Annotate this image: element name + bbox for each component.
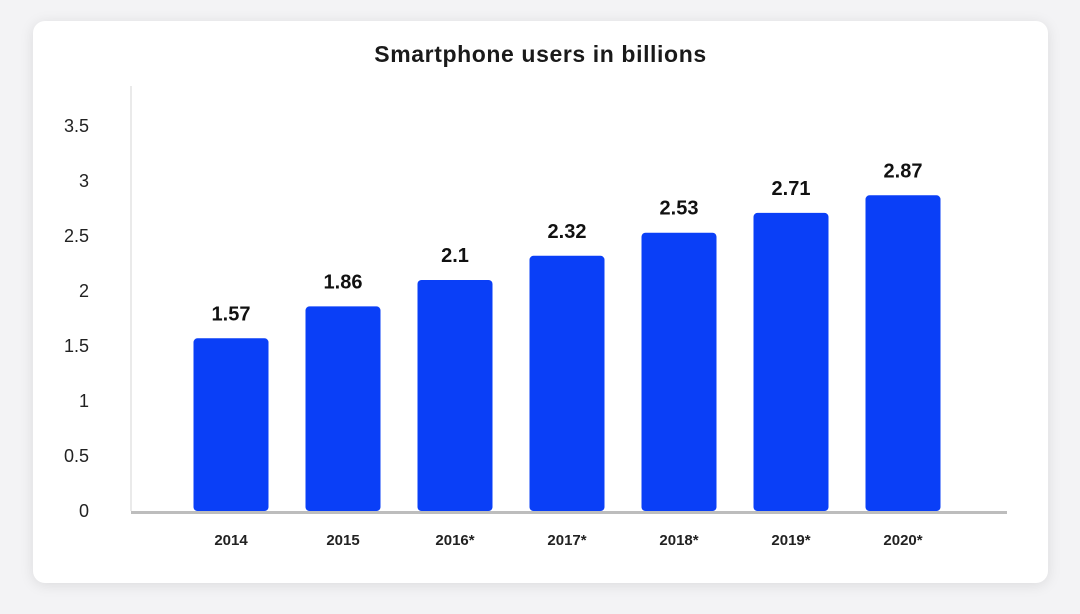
x-tick-label: 2019* (771, 532, 810, 549)
data-label: 2.53 (660, 198, 699, 220)
bar (865, 195, 941, 512)
y-tick-label: 0.5 (64, 446, 89, 466)
x-tick-label: 2015 (326, 532, 359, 549)
bar (529, 255, 605, 511)
chart-title: Smartphone users in billions (374, 41, 707, 67)
x-tick-label: 2016* (435, 532, 474, 549)
x-tick-label: 2017* (547, 532, 586, 549)
data-label: 2.71 (772, 178, 811, 200)
x-tick-label: 2014 (214, 532, 248, 549)
data-label: 2.87 (884, 160, 923, 182)
y-tick-label: 1 (79, 391, 89, 411)
y-tick-label: 1.5 (64, 336, 89, 356)
y-tick-label: 0 (79, 501, 89, 521)
bar (193, 338, 269, 511)
bar (753, 212, 829, 511)
data-label: 2.32 (548, 221, 587, 243)
bar (417, 280, 493, 511)
data-label: 1.57 (212, 303, 251, 325)
y-tick-label: 2.5 (64, 226, 89, 246)
y-tick-label: 2 (79, 281, 89, 301)
x-tick-label: 2020* (883, 532, 922, 549)
x-tick-label: 2018* (659, 532, 698, 549)
x-axis-line (131, 511, 1007, 514)
bar (305, 306, 381, 511)
data-label: 2.1 (441, 245, 469, 267)
chart-card: Smartphone users in billions 0 0.5 1 1.5 2 2.… (33, 21, 1048, 583)
data-label: 1.86 (324, 271, 363, 293)
y-tick-label: 3 (79, 171, 89, 191)
bar-chart: 00.511.522.533.51.5720141.8620152.12016*… (64, 86, 1007, 549)
bar (641, 232, 717, 511)
y-tick-label: 3.5 (64, 116, 89, 136)
